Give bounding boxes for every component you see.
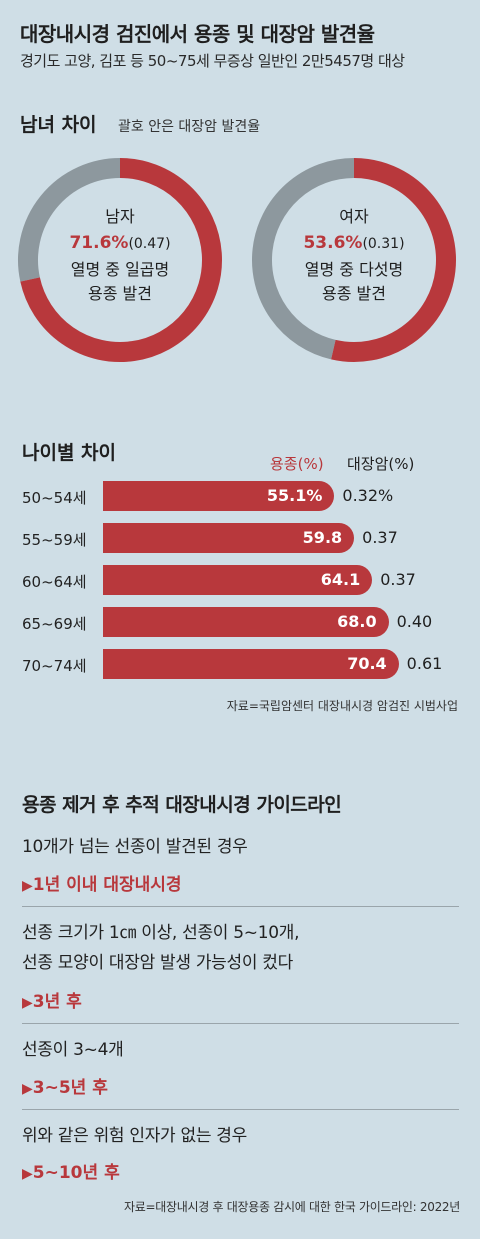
arrow-icon: ▶	[22, 1166, 33, 1182]
male-donut-remainder	[18, 158, 121, 282]
cancer-rate-label: 0.61	[406, 654, 443, 673]
female-donut-remainder	[252, 158, 355, 360]
polyp-bar	[103, 523, 355, 553]
age-section-title: 나이별 차이	[22, 442, 117, 464]
polyp-bar	[103, 481, 335, 511]
guideline-item-2-text-1: 선종 크기가 1㎝ 이상, 선종이 5~10개,	[22, 923, 300, 943]
polyp-bar-label: 59.8	[302, 528, 343, 547]
age-category-label: 70~74세	[22, 657, 87, 675]
arrow-icon: ▶	[22, 995, 33, 1011]
female-label: 여자	[339, 207, 369, 226]
arrow-icon: ▶	[22, 1081, 33, 1097]
polyp-bar	[103, 607, 389, 637]
gender-section-note: 괄호 안은 대장암 발견율	[118, 119, 261, 135]
cancer-rate-label: 0.40	[396, 612, 433, 631]
age-category-label: 50~54세	[22, 489, 87, 507]
female-donut-polyp-arc	[331, 158, 456, 362]
male-caption-1: 열명 중 일곱명	[70, 260, 170, 279]
guideline-item-1-text: 10개가 넘는 선종이 발견된 경우	[22, 837, 248, 857]
cancer-column-header: 대장암(%)	[347, 455, 415, 473]
donut-male	[18, 158, 222, 362]
guideline-item-4-result: ▶5~10년 후	[22, 1163, 120, 1183]
age-category-label: 60~64세	[22, 573, 87, 591]
female-caption-1: 열명 중 다섯명	[304, 260, 404, 279]
cancer-rate-label: 0.37	[362, 528, 398, 547]
polyp-bar-label: 55.1%	[266, 486, 323, 505]
male-caption-2: 용종 발견	[88, 284, 152, 303]
female-cancer-rate: (0.31)	[362, 236, 405, 252]
donut-female	[252, 158, 456, 362]
polyp-bar-label: 64.1	[320, 570, 361, 589]
cancer-rate-label: 0.37	[380, 570, 416, 589]
polyp-bar	[103, 565, 373, 595]
male-donut-polyp-arc	[20, 158, 222, 362]
guideline-item-2-text-2: 선종 모양이 대장암 발생 가능성이 컸다	[22, 953, 293, 973]
donut-male-label: 남자 71.6%(0.47) 열명 중 일곱명 용종 발견	[45, 205, 195, 306]
male-cancer-rate: (0.47)	[128, 236, 171, 252]
divider	[22, 1023, 459, 1024]
page-title: 대장내시경 검진에서 용종 및 대장암 발견율	[20, 22, 375, 46]
guideline-item-4-text: 위와 같은 위험 인자가 없는 경우	[22, 1126, 247, 1146]
guideline-source-note: 자료=대장내시경 후 대장용종 감시에 대한 한국 가이드라인: 2022년	[124, 1200, 460, 1214]
guideline-item-3-text: 선종이 3~4개	[22, 1040, 124, 1060]
divider	[22, 906, 459, 907]
guideline-title: 용종 제거 후 추적 대장내시경 가이드라인	[22, 794, 342, 816]
polyp-bar-label: 68.0	[337, 612, 377, 631]
age-category-label: 65~69세	[22, 615, 87, 633]
age-category-label: 55~59세	[22, 531, 87, 549]
guideline-item-1-result: ▶1년 이내 대장내시경	[22, 875, 182, 895]
gender-section-title: 남녀 차이	[20, 114, 97, 136]
gender-donut-charts	[18, 158, 456, 362]
guideline-item-2-result: ▶3년 후	[22, 992, 82, 1012]
male-label: 남자	[105, 207, 135, 226]
age-source-note: 자료=국립암센터 대장내시경 암검진 시범사업	[226, 699, 458, 713]
page-subtitle: 경기도 고양, 김포 등 50~75세 무증상 일반인 2만5457명 대상	[20, 52, 405, 70]
female-polyp-rate: 53.6%	[303, 233, 363, 253]
arrow-icon: ▶	[22, 878, 33, 894]
guideline-item-3-result: ▶3~5년 후	[22, 1078, 108, 1098]
male-polyp-rate: 71.6%	[69, 233, 129, 253]
polyp-bar	[103, 649, 399, 679]
polyp-column-header: 용종(%)	[270, 455, 324, 473]
donut-female-label: 여자 53.6%(0.31) 열명 중 다섯명 용종 발견	[279, 205, 429, 306]
divider	[22, 1109, 459, 1110]
female-caption-2: 용종 발견	[322, 284, 386, 303]
cancer-rate-label: 0.32%	[342, 486, 394, 505]
polyp-bar-label: 70.4	[347, 654, 387, 673]
